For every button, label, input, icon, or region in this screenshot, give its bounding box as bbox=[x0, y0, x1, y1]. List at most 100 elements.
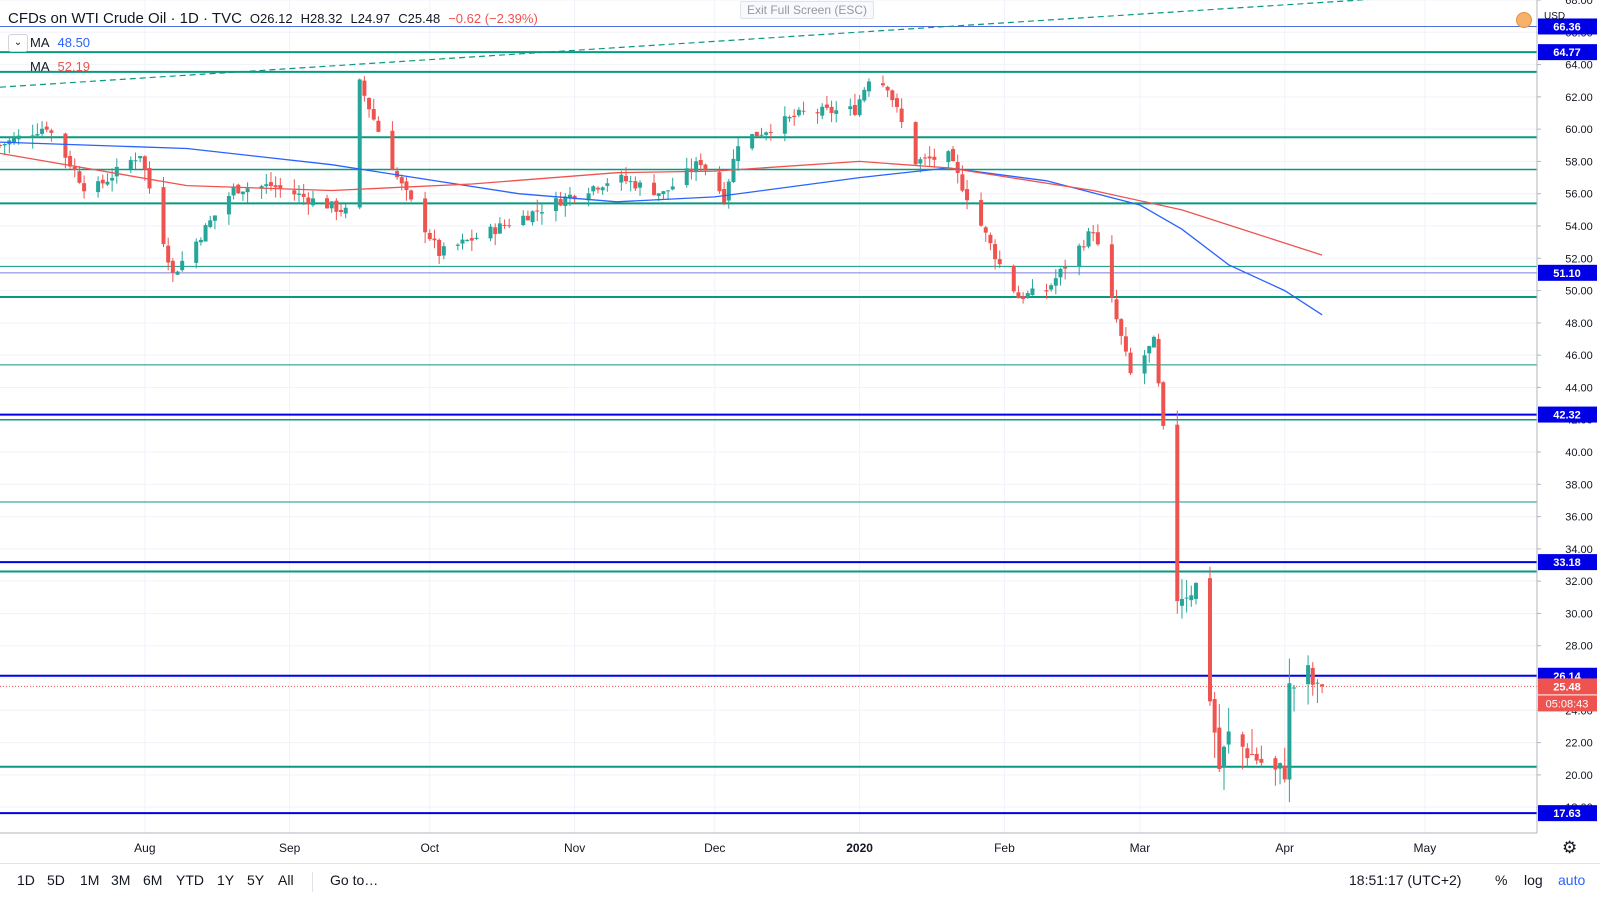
price-tick-label: 36.00 bbox=[1565, 512, 1593, 524]
candle-body bbox=[390, 130, 395, 171]
candle-body bbox=[203, 225, 208, 242]
candle-body bbox=[1025, 293, 1030, 298]
close-value: C25.48 bbox=[398, 11, 441, 26]
candle-body bbox=[469, 238, 474, 241]
auto-toggle[interactable]: auto bbox=[1558, 872, 1586, 888]
price-tick-label: 22.00 bbox=[1565, 738, 1593, 750]
price-badge-label: 64.77 bbox=[1553, 47, 1581, 59]
trendline[interactable] bbox=[0, 0, 1411, 88]
candle-body bbox=[1254, 753, 1259, 761]
range-1d[interactable]: 1D bbox=[17, 872, 35, 888]
candle-body bbox=[301, 193, 306, 197]
time-tick-label: Nov bbox=[564, 841, 585, 855]
clock-readout[interactable]: 18:51:17 (UTC+2) bbox=[1349, 872, 1462, 888]
countdown-badge-bg bbox=[1538, 695, 1597, 712]
open-value: O26.12 bbox=[249, 11, 293, 26]
candle-body bbox=[161, 187, 166, 245]
candle-body bbox=[1151, 336, 1156, 348]
chevron-down-icon[interactable]: ⌄ bbox=[8, 34, 28, 52]
candle-body bbox=[371, 109, 376, 120]
candle-body bbox=[927, 156, 932, 159]
candle-body bbox=[666, 190, 671, 192]
candle-body bbox=[997, 259, 1002, 265]
candle-body bbox=[880, 83, 885, 86]
alert-dot-icon[interactable] bbox=[1516, 12, 1532, 28]
symbol-title[interactable]: CFDs on WTI Crude Oil · 1D · TVC bbox=[8, 10, 242, 27]
horizontal-levels[interactable] bbox=[0, 25, 1537, 815]
candle-body bbox=[40, 128, 45, 134]
candle-body bbox=[1282, 765, 1287, 780]
candle-body bbox=[311, 198, 316, 206]
candle-body bbox=[993, 244, 998, 260]
candle-body bbox=[955, 162, 960, 174]
candle-body bbox=[754, 131, 759, 137]
candle-body bbox=[586, 193, 591, 201]
candle-body bbox=[502, 224, 507, 226]
candle-body bbox=[432, 238, 437, 241]
candle-body bbox=[226, 196, 231, 215]
time-axis[interactable]: Aug Sep Oct Nov Dec 2020 Feb Mar Apr May bbox=[0, 832, 1537, 855]
range-5d[interactable]: 5D bbox=[47, 872, 65, 888]
time-tick-label: May bbox=[1414, 841, 1437, 855]
candle-body bbox=[1030, 288, 1035, 295]
price-tick-label: 58.00 bbox=[1565, 156, 1593, 168]
price-tick-label: 34.00 bbox=[1565, 544, 1593, 556]
candle-body bbox=[572, 195, 577, 200]
candle-body bbox=[236, 184, 241, 194]
range-1y[interactable]: 1Y bbox=[217, 872, 235, 888]
price-tick-label: 52.00 bbox=[1565, 253, 1593, 265]
candle-body bbox=[820, 106, 825, 116]
indicator-legend-slow[interactable]: MA 52.19 bbox=[8, 59, 90, 74]
candle-body bbox=[488, 226, 493, 239]
candle-body bbox=[595, 187, 600, 190]
candle-body bbox=[1049, 285, 1054, 290]
candle-body bbox=[357, 79, 362, 208]
candle-body bbox=[684, 168, 689, 186]
goto-button[interactable]: Go to… bbox=[330, 872, 379, 888]
range-ytd[interactable]: YTD bbox=[176, 872, 204, 888]
candle-body bbox=[1091, 232, 1096, 234]
candle-body bbox=[1128, 352, 1133, 374]
candle-body bbox=[339, 209, 344, 213]
candle-body bbox=[736, 146, 741, 162]
price-tick-label: 68.00 bbox=[1565, 0, 1593, 7]
candle-body bbox=[801, 110, 806, 112]
price-badge-label: 42.32 bbox=[1553, 410, 1581, 422]
candle-body bbox=[852, 104, 857, 115]
time-tick-label: 2020 bbox=[846, 841, 873, 855]
candle-body bbox=[1021, 296, 1026, 300]
candle-body bbox=[834, 110, 839, 114]
price-tick-label: 48.00 bbox=[1565, 318, 1593, 330]
range-1m[interactable]: 1M bbox=[80, 872, 100, 888]
candle-body bbox=[362, 80, 367, 96]
time-tick-label: Feb bbox=[994, 841, 1015, 855]
candle-body bbox=[670, 186, 675, 190]
candle-body bbox=[1310, 667, 1315, 685]
candle-body bbox=[166, 245, 171, 263]
range-5y[interactable]: 5Y bbox=[247, 872, 265, 888]
candle-body bbox=[16, 135, 21, 140]
exit-fullscreen-hint[interactable]: Exit Full Screen (ESC) bbox=[740, 1, 875, 19]
candle-body bbox=[698, 159, 703, 166]
candle-body bbox=[689, 168, 694, 172]
time-tick-label: Sep bbox=[279, 841, 301, 855]
range-3m[interactable]: 3M bbox=[111, 872, 131, 888]
candle-body bbox=[1156, 339, 1161, 384]
percent-toggle[interactable]: % bbox=[1495, 872, 1508, 888]
candle-body bbox=[497, 223, 502, 234]
candle-body bbox=[1259, 758, 1264, 763]
range-all[interactable]: All bbox=[278, 872, 294, 888]
candle-body bbox=[114, 166, 119, 177]
range-6m[interactable]: 6M bbox=[143, 872, 163, 888]
candle-body bbox=[605, 183, 610, 186]
candle-body bbox=[1161, 382, 1166, 426]
gear-icon[interactable]: ⚙ bbox=[1562, 838, 1578, 857]
indicator-legend-fast[interactable]: MA 48.50 bbox=[8, 35, 90, 50]
candle-body bbox=[367, 97, 372, 110]
candle-body bbox=[558, 199, 563, 206]
price-tick-label: 62.00 bbox=[1565, 92, 1593, 104]
candle-body bbox=[68, 155, 73, 167]
log-toggle[interactable]: log bbox=[1524, 872, 1543, 888]
candle-body bbox=[329, 201, 334, 209]
